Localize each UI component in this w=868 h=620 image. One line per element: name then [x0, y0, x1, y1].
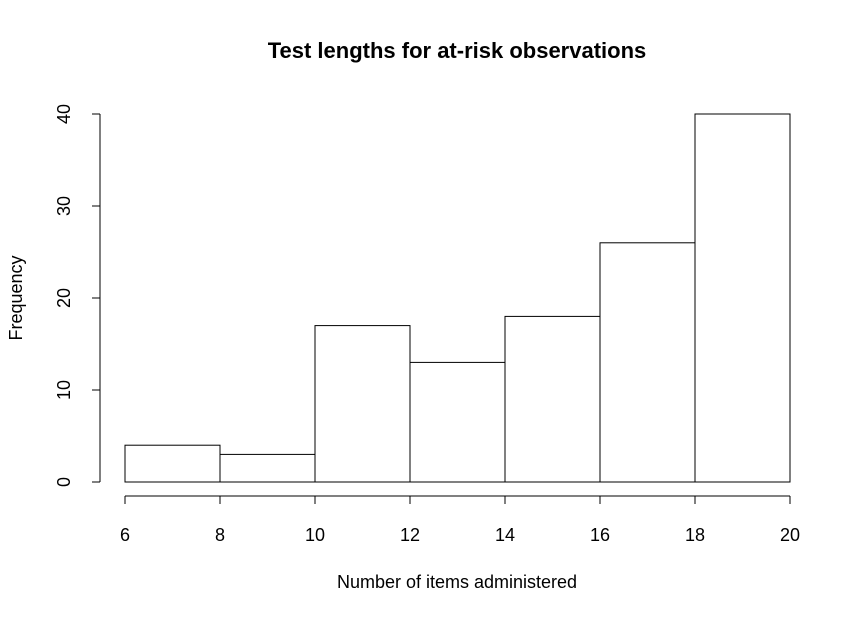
x-tick-label: 18 — [685, 525, 705, 545]
x-tick-label: 12 — [400, 525, 420, 545]
histogram-bar-3 — [409, 361, 506, 483]
x-tick-label: 16 — [590, 525, 610, 545]
y-tick-label: 20 — [54, 288, 74, 308]
x-axis: 6 8 10 12 14 16 18 20 — [120, 495, 800, 545]
y-axis-label: Frequency — [6, 255, 26, 340]
x-tick-label: 14 — [495, 525, 515, 545]
x-tick-label: 6 — [120, 525, 130, 545]
x-tick-label: 10 — [305, 525, 325, 545]
histogram-bar-6 — [694, 113, 791, 483]
histogram-bar-5 — [599, 242, 696, 483]
bars-group — [124, 113, 791, 483]
y-axis: 0 10 20 30 40 — [54, 104, 101, 487]
y-tick-label: 10 — [54, 380, 74, 400]
chart-title: Test lengths for at-risk observations — [268, 38, 647, 63]
y-tick-label: 0 — [54, 477, 74, 487]
histogram-bar-4 — [504, 315, 601, 483]
x-tick-label: 8 — [215, 525, 225, 545]
y-tick-label: 30 — [54, 196, 74, 216]
histogram-bar-1 — [219, 453, 316, 483]
histogram-bar-2 — [314, 325, 411, 483]
histogram-bar-0 — [124, 444, 221, 483]
x-axis-label: Number of items administered — [337, 572, 577, 592]
x-tick-label: 20 — [780, 525, 800, 545]
y-tick-label: 40 — [54, 104, 74, 124]
